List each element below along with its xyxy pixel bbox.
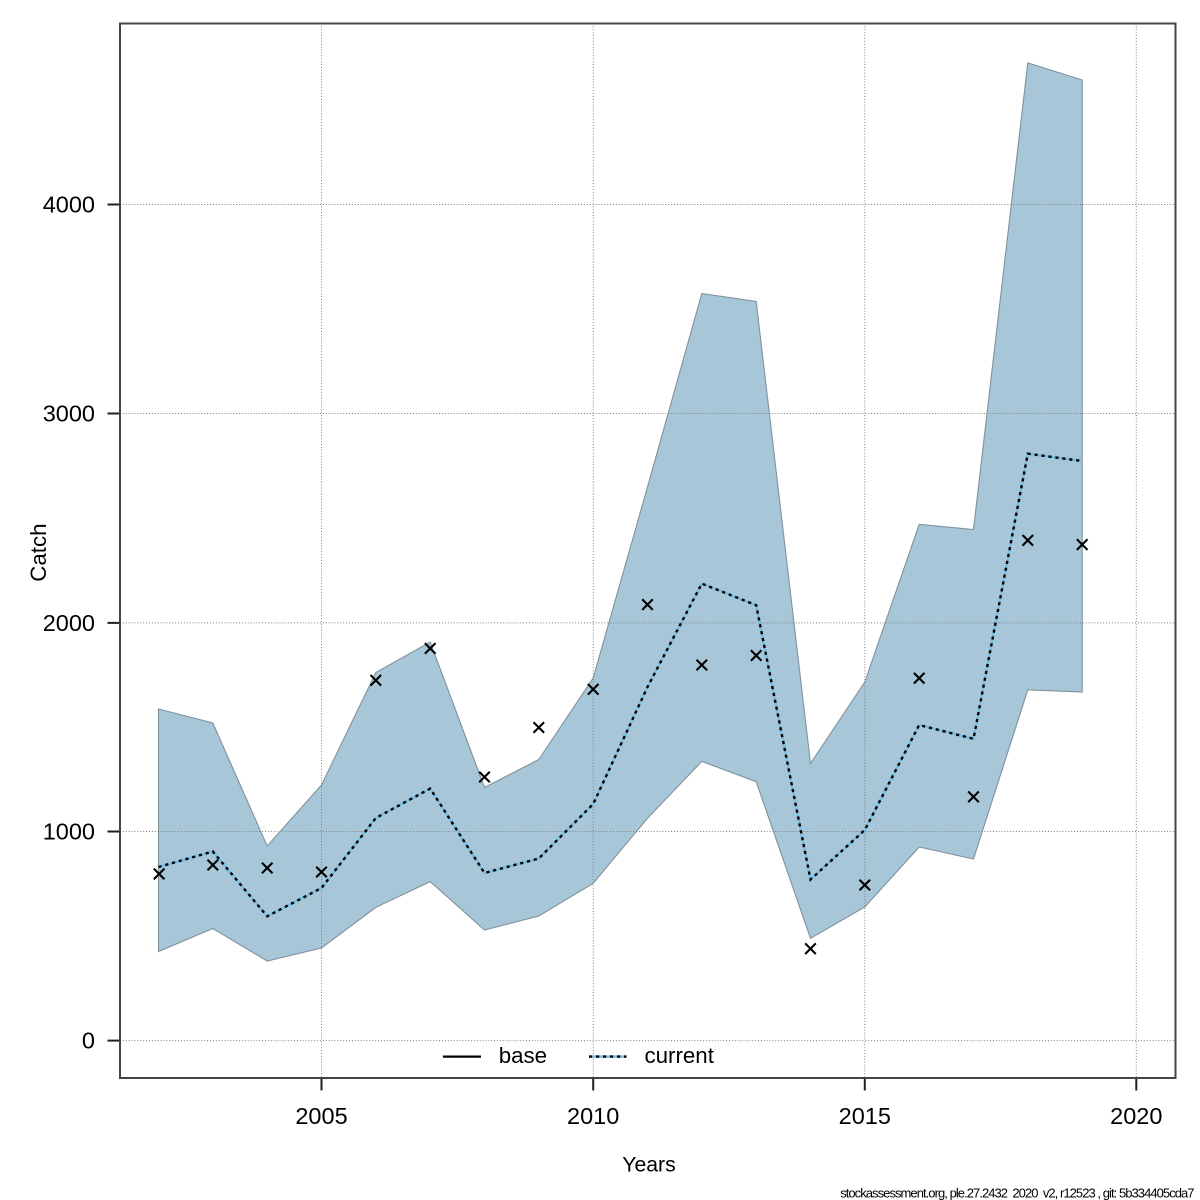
- svg-text:1000: 1000: [43, 819, 95, 845]
- svg-text:base: base: [499, 1043, 547, 1068]
- svg-text:Years: Years: [622, 1154, 675, 1177]
- svg-text:4000: 4000: [43, 192, 95, 218]
- svg-text:2000: 2000: [43, 610, 95, 636]
- svg-text:2015: 2015: [839, 1103, 891, 1129]
- svg-text:2020: 2020: [1110, 1103, 1162, 1129]
- svg-text:3000: 3000: [43, 401, 95, 427]
- svg-text:stockassessment.org, ple.27.24: stockassessment.org, ple.27.2432 2020 v2…: [840, 1186, 1194, 1200]
- svg-text:Catch: Catch: [26, 523, 51, 581]
- svg-text:0: 0: [82, 1028, 95, 1054]
- svg-text:current: current: [645, 1043, 715, 1068]
- svg-text:2005: 2005: [295, 1103, 347, 1129]
- svg-text:2010: 2010: [567, 1103, 619, 1129]
